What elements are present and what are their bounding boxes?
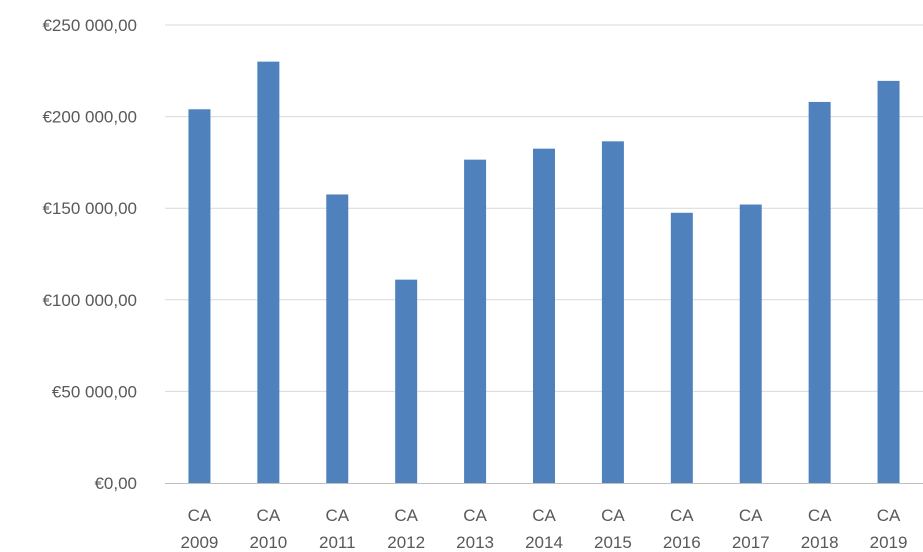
y-tick-label: €100 000,00: [42, 291, 137, 310]
x-category-label: 2009: [181, 533, 219, 552]
y-tick-label: €50 000,00: [52, 382, 137, 401]
x-category-label: 2010: [249, 533, 287, 552]
x-category-label: 2015: [594, 533, 632, 552]
x-category-label: CA: [670, 506, 694, 525]
bar: [188, 109, 211, 483]
x-category-label: CA: [739, 506, 763, 525]
x-category-label: 2018: [801, 533, 839, 552]
bar: [326, 194, 349, 483]
bar: [877, 80, 900, 483]
x-category-label: 2019: [870, 533, 908, 552]
bar: [533, 148, 555, 483]
x-category-label: CA: [877, 506, 901, 525]
x-category-label: CA: [808, 506, 832, 525]
bar: [808, 101, 831, 483]
y-axis-tick-labels: €0,00 €50 000,00 €100 000,00 €150 000,00 €20…: [42, 16, 137, 493]
bar: [739, 204, 762, 483]
x-category-label: 2016: [663, 533, 701, 552]
x-axis-category-labels: CA 2009 CA 2010 CA 2011 CA 2012 CA 2013 CA 2014 CA 20…: [181, 506, 908, 552]
bar: [257, 61, 280, 483]
bar: [464, 159, 487, 484]
x-category-label: CA: [188, 506, 212, 525]
y-tick-label: €150 000,00: [42, 199, 137, 218]
x-category-label: CA: [532, 506, 556, 525]
x-category-label: CA: [257, 506, 281, 525]
y-tick-label: €0,00: [94, 474, 137, 493]
x-category-label: 2011: [319, 533, 356, 552]
y-tick-label: €250 000,00: [42, 16, 137, 35]
x-category-label: CA: [325, 506, 349, 525]
bar: [601, 141, 624, 483]
x-category-label: 2012: [387, 533, 425, 552]
x-category-label: CA: [394, 506, 418, 525]
bar: [670, 212, 693, 483]
x-category-label: CA: [601, 506, 625, 525]
x-category-label: 2014: [525, 533, 563, 552]
x-category-label: 2013: [456, 533, 494, 552]
x-category-label: CA: [463, 506, 487, 525]
bar: [395, 279, 418, 483]
bars: [188, 61, 900, 484]
y-tick-label: €200 000,00: [42, 108, 137, 127]
x-category-label: 2017: [732, 533, 770, 552]
